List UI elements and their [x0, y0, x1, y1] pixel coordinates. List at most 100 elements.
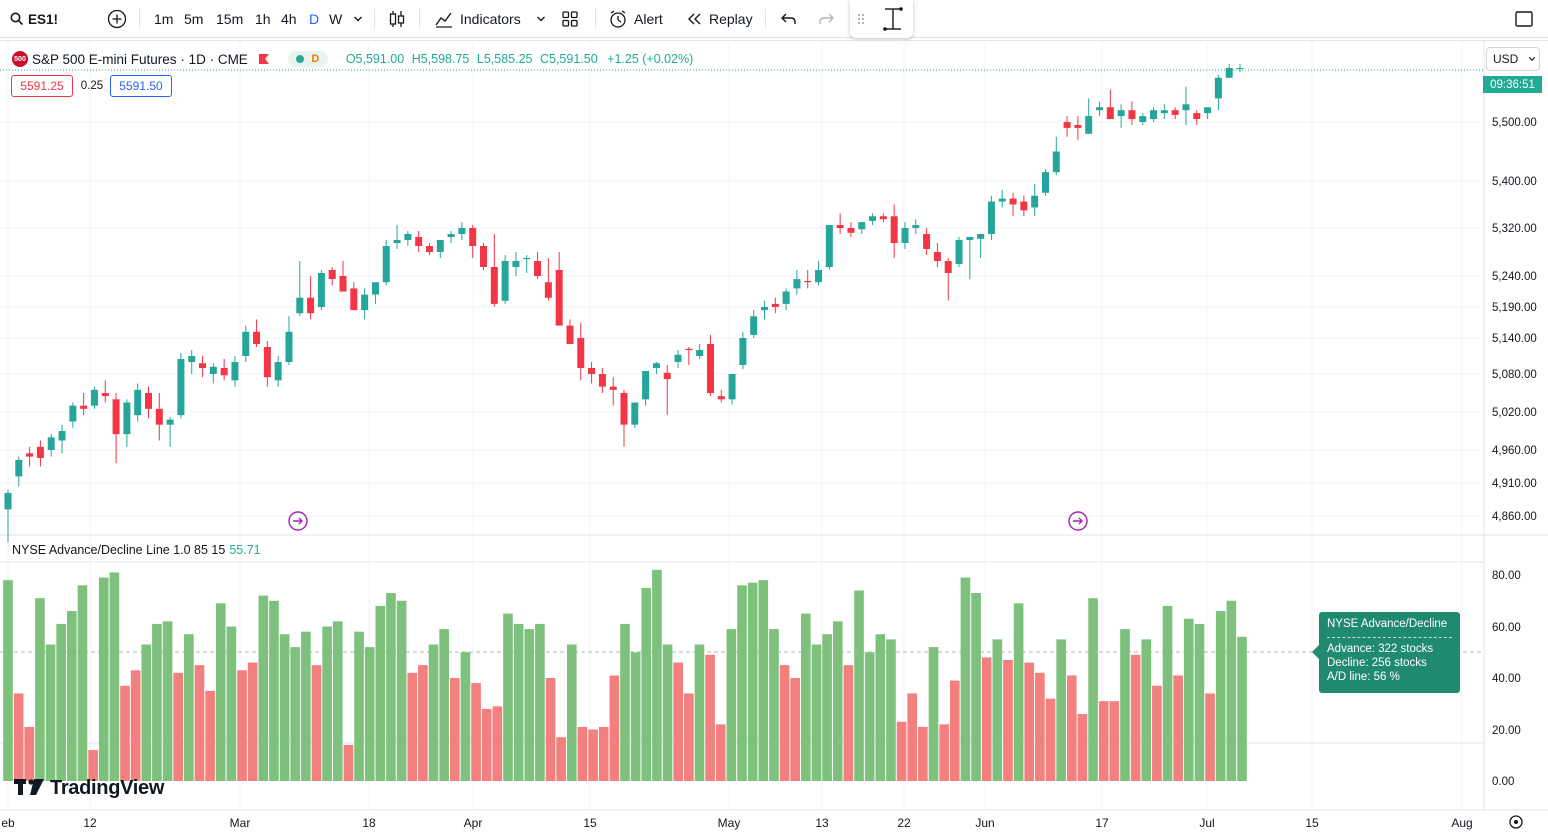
event-marker[interactable]: [1068, 511, 1088, 531]
candle: [134, 383, 142, 422]
indicator-bar: [1173, 675, 1183, 781]
undo-button[interactable]: [780, 0, 798, 38]
indicators-button[interactable]: Indicators: [434, 0, 521, 38]
drag-handle[interactable]: [856, 0, 866, 38]
candle: [901, 222, 909, 249]
sell-price-button[interactable]: 5591.25: [11, 75, 73, 97]
indicator-bar: [237, 670, 247, 781]
chevron-down-icon: [537, 16, 545, 22]
arrow-right-icon: [293, 517, 303, 525]
indicator-bar: [1141, 639, 1152, 781]
candle: [350, 282, 358, 311]
candle-body: [36, 446, 44, 458]
candle: [15, 456, 23, 487]
flag-icon[interactable]: [258, 53, 270, 65]
price-tick-label: 5,400.00: [1492, 176, 1537, 188]
interval-1m[interactable]: 1m: [154, 0, 173, 38]
candle: [1182, 86, 1190, 125]
candle: [220, 359, 228, 381]
candle: [1096, 101, 1104, 117]
candle: [577, 322, 585, 381]
time-tick-label: eb: [1, 816, 15, 830]
interval-d[interactable]: D: [309, 0, 319, 38]
event-marker[interactable]: [288, 511, 308, 531]
indicator-bar: [907, 693, 918, 781]
tooltip-title: NYSE Advance/Decline: [1327, 618, 1448, 630]
candle: [458, 222, 466, 240]
redo-button[interactable]: [817, 0, 835, 38]
indicator-bar: [35, 598, 45, 781]
settings-button[interactable]: [1509, 815, 1523, 829]
arrow-right-icon: [1073, 517, 1083, 525]
candle-body: [296, 297, 304, 314]
indicator-tick-label: 0.00: [1492, 776, 1514, 788]
templates-button[interactable]: [561, 0, 579, 38]
top-toolbar: ES1! 1m 5m 15m 1h 4h D W Indicators Aler…: [0, 0, 1548, 38]
series-title[interactable]: S&P 500 E-mini Futures · 1D · CME: [32, 51, 248, 67]
indicator-tick-label: 80.00: [1492, 570, 1521, 582]
candle-body: [263, 347, 271, 378]
time-tick-label: Jul: [1199, 816, 1214, 830]
indicator-bar: [375, 605, 386, 781]
candle: [890, 204, 898, 258]
indicator-bar: [960, 577, 971, 781]
candle-body: [58, 431, 66, 441]
candle: [771, 297, 779, 314]
interval-w[interactable]: W: [329, 0, 342, 38]
interval-15m[interactable]: 15m: [216, 0, 243, 38]
candle-body: [717, 396, 725, 400]
candle-body: [166, 419, 174, 425]
chart-type-button[interactable]: [388, 0, 406, 38]
symbol-search-button[interactable]: ES1!: [10, 0, 58, 38]
candle: [1236, 63, 1244, 72]
indicator-bar: [694, 644, 705, 781]
price-tick-label: 4,910.00: [1492, 478, 1537, 490]
ohlc-values: O5,591.00 H5,598.75 L5,585.25 C5,591.50 …: [346, 52, 697, 66]
candle: [977, 234, 985, 258]
candle-body: [782, 291, 790, 304]
candle-body: [685, 348, 693, 350]
time-tick-label: 22: [897, 816, 911, 830]
alert-button[interactable]: Alert: [608, 0, 663, 38]
tradingview-logo[interactable]: TradingView: [14, 775, 164, 801]
indicator-bar: [130, 670, 141, 781]
fullscreen-button[interactable]: [1514, 0, 1534, 38]
interval-1h[interactable]: 1h: [255, 0, 271, 38]
candle: [728, 374, 736, 405]
indicator-legend[interactable]: NYSE Advance/Decline Line 1.0 85 15 55.71: [12, 543, 261, 557]
compare-symbol-button[interactable]: [107, 0, 127, 38]
chart-area[interactable]: [0, 40, 1548, 839]
candle-body: [1096, 107, 1104, 111]
indicator-bar: [1194, 623, 1205, 781]
measure-tool-button[interactable]: [881, 0, 905, 38]
candle-body: [209, 366, 217, 374]
candle-body: [134, 389, 142, 416]
candle-body: [1193, 113, 1201, 120]
candle-body: [944, 261, 952, 273]
candle: [263, 341, 271, 387]
candle: [642, 371, 650, 406]
candle: [588, 362, 596, 384]
candle: [90, 386, 98, 409]
interval-4h[interactable]: 4h: [281, 0, 297, 38]
replay-button[interactable]: Replay: [686, 0, 753, 38]
interval-5m[interactable]: 5m: [184, 0, 203, 38]
indicators-icon: [435, 12, 452, 28]
indicator-bar: [205, 690, 215, 781]
square-icon: [1515, 11, 1533, 27]
currency-select[interactable]: USD: [1486, 47, 1540, 71]
candle-body: [436, 240, 444, 252]
symbol-label: ES1!: [28, 11, 59, 27]
candle: [58, 424, 66, 454]
market-status-pill[interactable]: D: [287, 51, 328, 67]
indicators-dropdown[interactable]: [536, 0, 546, 38]
candle: [955, 237, 963, 267]
candle-body: [350, 288, 358, 311]
candle-body: [253, 331, 261, 344]
buy-price-button[interactable]: 5591.50: [110, 75, 172, 97]
indicator-bar: [247, 662, 258, 781]
tooltip-decline: Decline: 256 stocks: [1327, 657, 1427, 669]
interval-dropdown[interactable]: [353, 0, 363, 38]
time-tick-label: 18: [362, 816, 376, 830]
